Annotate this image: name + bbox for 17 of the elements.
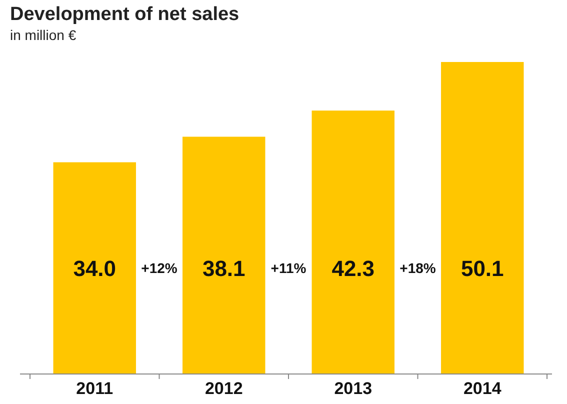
annotation: +18%	[400, 260, 436, 276]
bar	[182, 136, 266, 374]
bar	[441, 62, 524, 374]
bar	[312, 110, 394, 374]
bar	[53, 162, 136, 374]
chart-subtitle: in million €	[10, 27, 76, 43]
annotation: +11%	[270, 260, 307, 276]
data-label: 50.1	[460, 256, 504, 281]
x-tick-label: 2012	[204, 379, 243, 398]
chart-title: Development of net sales	[10, 4, 240, 25]
annotation: +12%	[141, 260, 178, 276]
data-label: 34.0	[73, 256, 116, 281]
x-tick-label: 2013	[334, 379, 372, 398]
x-tick-label: 2011	[76, 379, 114, 398]
data-label: 42.3	[332, 256, 375, 281]
x-tick-label: 2014	[463, 379, 502, 398]
data-label: 38.1	[202, 256, 246, 281]
